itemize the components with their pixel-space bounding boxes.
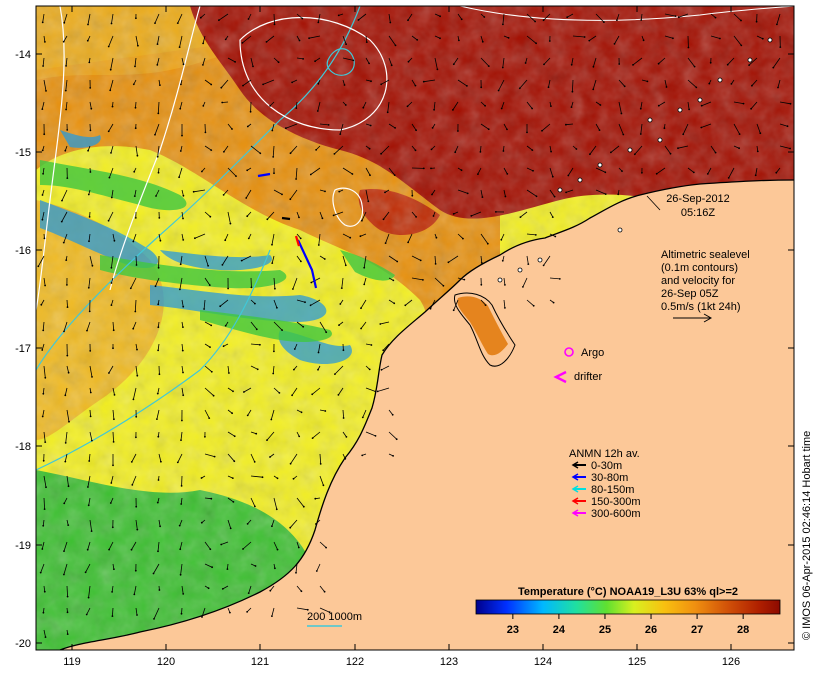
island-specks (497, 37, 773, 283)
scale-arrow-head (703, 313, 713, 323)
contour-200m (36, 6, 361, 371)
lat-tick-label: -18 (15, 441, 31, 453)
coastline (59, 179, 794, 650)
lat-tick-label: -15 (15, 147, 31, 159)
altimetry-line: Altimetric sealevel (661, 249, 750, 261)
lon-tick-label: 121 (251, 656, 269, 668)
anmn-legend-head (571, 485, 579, 493)
mooring-tracks (257, 172, 318, 289)
lat-tick-label: -19 (15, 540, 31, 552)
lat-tick-label: -16 (15, 245, 31, 257)
latitude-axis: -14 -15 -16 -17 -18 -19 -20 (15, 49, 794, 650)
argo-label: Argo (581, 347, 604, 359)
lat-tick-label: -17 (15, 343, 31, 355)
contour-1000m-e (459, 6, 794, 21)
map-time: 05:16Z (681, 207, 716, 219)
altimetry-line: 0.5m/s (1kt 24h) (661, 301, 740, 313)
credit-text: © IMOS 06-Apr-2015 02:46:14 Hobart time (801, 431, 813, 640)
colorbar-tick-label: 23 (507, 624, 519, 636)
anmn-legend-head (571, 497, 579, 505)
lon-tick-label: 126 (722, 656, 740, 668)
velocity-arrows (37, 13, 792, 638)
altimetry-line: and velocity for (661, 275, 735, 287)
colorbar: Temperature (°C) NOAA19_L3U 63% ql>=2 23… (475, 586, 781, 636)
drifter-label: drifter (574, 371, 602, 383)
colorbar-tick-label: 24 (553, 624, 566, 636)
lon-tick-label: 124 (534, 656, 552, 668)
map-date: 26-Sep-2012 (666, 193, 730, 205)
colorbar-tick-label: 28 (737, 624, 749, 636)
anmn-legend-label: 0-30m (591, 460, 622, 472)
colorbar-gradient (475, 599, 781, 615)
colorbar-tick-label: 25 (599, 624, 611, 636)
lat-tick-label: -14 (15, 49, 31, 61)
contour-1000m (36, 6, 65, 311)
green-filaments (40, 160, 395, 342)
anmn-legend-label: 300-600m (591, 508, 641, 520)
colorbar-tick-label: 27 (691, 624, 703, 636)
lat-tick-label: -20 (15, 638, 31, 650)
argo-marker (564, 347, 574, 357)
lon-tick-label: 123 (440, 656, 458, 668)
contour-200m-b (36, 249, 271, 471)
peninsula-warm (457, 296, 508, 356)
anmn-title: ANMN 12h av. (569, 448, 640, 460)
plot-frame (35, 5, 795, 651)
anmn-legend-head (571, 509, 579, 517)
lon-tick-label: 119 (63, 656, 81, 668)
lon-tick-label: 120 (157, 656, 175, 668)
altimetry-line: 26-Sep 05Z (661, 288, 719, 300)
drifter-marker (553, 370, 567, 384)
contour-1000m-b (109, 6, 201, 291)
anmn-legend-label: 80-150m (591, 484, 634, 496)
land-area (60, 180, 794, 650)
colorbar-ticks: 23 24 25 26 27 28 (507, 614, 749, 636)
anmn-legend-head (571, 461, 579, 469)
colorbar-title: Temperature (°C) NOAA19_L3U 63% ql>=2 (518, 586, 738, 598)
anmn-legend-head (571, 473, 579, 481)
contour-small (326, 48, 355, 76)
cool-filaments (40, 130, 352, 365)
colorbar-tick-label: 26 (645, 624, 657, 636)
altimetry-note: Altimetric sealevel (0.1m contours) and … (661, 249, 750, 323)
anmn-legend-label: 30-80m (591, 472, 628, 484)
lon-tick-label: 125 (628, 656, 646, 668)
altimetry-line: (0.1m contours) (661, 262, 738, 274)
contour-legend-label: 200 1000m (307, 611, 362, 623)
longitude-axis: 119 120 121 122 123 124 125 126 (63, 6, 740, 668)
anmn-legend-label: 150-300m (591, 496, 641, 508)
date-pointer (646, 195, 661, 211)
plot-area (36, 6, 794, 650)
contour-1000m-d (332, 187, 364, 227)
lon-tick-label: 122 (346, 656, 364, 668)
